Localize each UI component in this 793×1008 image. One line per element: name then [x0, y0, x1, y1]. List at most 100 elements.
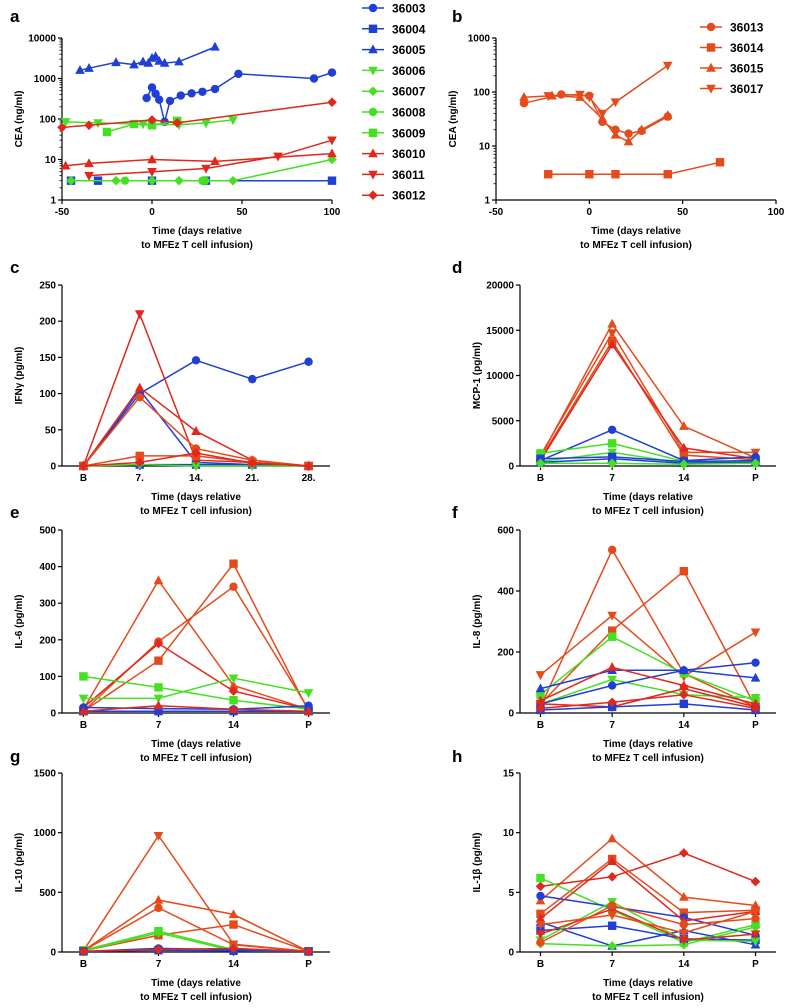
- legend-entry: 36014: [730, 41, 764, 55]
- data-point-36017: [584, 93, 595, 103]
- series-36010: [535, 662, 761, 708]
- series-line-36007: [540, 926, 756, 947]
- data-point-36017: [597, 109, 608, 119]
- data-point-36010: [679, 442, 689, 452]
- data-point-36013: [607, 545, 617, 555]
- series-line-36009: [540, 635, 756, 702]
- data-point-36003: [198, 87, 207, 96]
- data-point-36014: [679, 566, 689, 576]
- legend-marker: [368, 128, 378, 137]
- data-point-36011: [750, 930, 761, 940]
- data-point-36003: [304, 357, 313, 366]
- x-axis-label: Time (days relative: [151, 978, 241, 989]
- data-point-36017: [750, 907, 761, 917]
- data-point-36017: [750, 628, 761, 638]
- data-point-36003: [536, 891, 545, 901]
- data-point-36012: [134, 457, 145, 468]
- data-point-36007: [607, 941, 617, 951]
- data-point-36010: [153, 700, 164, 710]
- data-point-36015: [662, 110, 673, 120]
- data-point-36006: [750, 937, 761, 947]
- y-tick-label: 500: [39, 526, 56, 537]
- data-point-36004: [154, 706, 163, 716]
- series-line-36010: [539, 343, 756, 461]
- series-36011: [84, 136, 337, 181]
- x-tick-label: 7: [609, 473, 615, 484]
- data-point-36014: [154, 656, 163, 665]
- data-point-36015: [153, 575, 164, 585]
- y-tick-label: 5000: [492, 416, 515, 427]
- panel-label: e: [10, 503, 19, 522]
- data-point-36008: [120, 176, 130, 185]
- data-point-36012: [78, 461, 89, 471]
- data-point-36007: [750, 458, 761, 469]
- series-36013: [536, 545, 760, 712]
- data-point-36006: [60, 118, 71, 128]
- data-point-36014: [544, 170, 553, 179]
- data-point-36003: [165, 96, 175, 106]
- data-point-36011: [273, 152, 283, 162]
- data-point-36017: [575, 90, 585, 100]
- y-axis-label: IL-6 (pg/ml): [14, 595, 25, 649]
- data-point-36012: [247, 458, 258, 468]
- panel-f: f 0 200 400 600 B 7 14 P Time (days relative to MF…: [452, 503, 776, 764]
- data-point-36017: [607, 329, 617, 339]
- x-axis-label: to MFEz T cell infusion): [141, 240, 253, 251]
- y-tick-label: 1500: [34, 769, 57, 780]
- data-point-36005: [679, 665, 689, 674]
- series-line-36005: [540, 458, 756, 465]
- data-point-36008: [198, 176, 207, 185]
- data-point-36012: [153, 638, 164, 649]
- y-tick-label: 1000: [468, 34, 491, 45]
- series-line-36015: [539, 322, 756, 459]
- y-tick-label: 0: [50, 948, 56, 959]
- data-point-36014: [663, 170, 672, 179]
- data-point-36007: [228, 175, 238, 186]
- panel-g: g 0 500 1000 1500 B 7 14 P Time (days relative to …: [10, 747, 330, 1003]
- series-line-36015: [523, 95, 669, 143]
- series-36012: [535, 689, 761, 714]
- data-point-36012: [78, 946, 89, 957]
- data-point-36011: [134, 310, 145, 320]
- data-point-36006: [201, 119, 211, 129]
- x-tick-label: 7: [609, 959, 615, 970]
- series-line-36014: [83, 923, 309, 953]
- data-point-36007: [679, 459, 689, 469]
- y-tick-label: 15: [503, 769, 515, 780]
- legend-marker: [368, 24, 378, 33]
- y-axis-label: MCP-1 (pg/ml): [472, 342, 483, 409]
- y-tick-label: 100: [39, 115, 56, 126]
- series-line-36010: [540, 860, 756, 922]
- data-point-36009: [536, 449, 545, 458]
- legend-entry: 36010: [392, 147, 426, 161]
- data-point-36006: [191, 462, 201, 472]
- data-point-36009: [607, 439, 617, 448]
- data-point-36004: [607, 921, 617, 930]
- data-point-36012: [228, 943, 239, 954]
- y-tick-label: 50: [45, 425, 57, 436]
- series-36012: [78, 943, 314, 957]
- legend-entry: 36004: [392, 22, 426, 36]
- x-axis-label: Time (days relative: [151, 492, 241, 503]
- data-point-36007: [750, 922, 761, 932]
- x-tick-label: P: [305, 959, 312, 970]
- x-tick-label: 14: [678, 720, 690, 731]
- series-36017: [535, 907, 761, 939]
- x-axis-label: to MFEz T cell infusion): [580, 240, 692, 251]
- x-tick-label: P: [752, 473, 759, 484]
- data-point-36005: [150, 51, 161, 61]
- data-point-36003: [187, 89, 196, 98]
- series-line-36007: [540, 462, 756, 465]
- x-tick-label: 7: [609, 720, 615, 731]
- data-point-36015: [153, 894, 164, 904]
- data-point-36003: [327, 68, 337, 77]
- series-36010: [60, 148, 337, 170]
- data-point-36005: [84, 62, 94, 72]
- legend-marker: [368, 170, 378, 180]
- legend-entry: 36005: [392, 43, 426, 57]
- data-point-36007: [66, 175, 76, 186]
- data-point-36003: [210, 84, 220, 94]
- x-axis-label: to MFEz T cell infusion): [140, 506, 252, 517]
- x-axis-label: Time (days relative: [603, 739, 693, 750]
- x-axis-label: Time (days relative: [152, 226, 242, 237]
